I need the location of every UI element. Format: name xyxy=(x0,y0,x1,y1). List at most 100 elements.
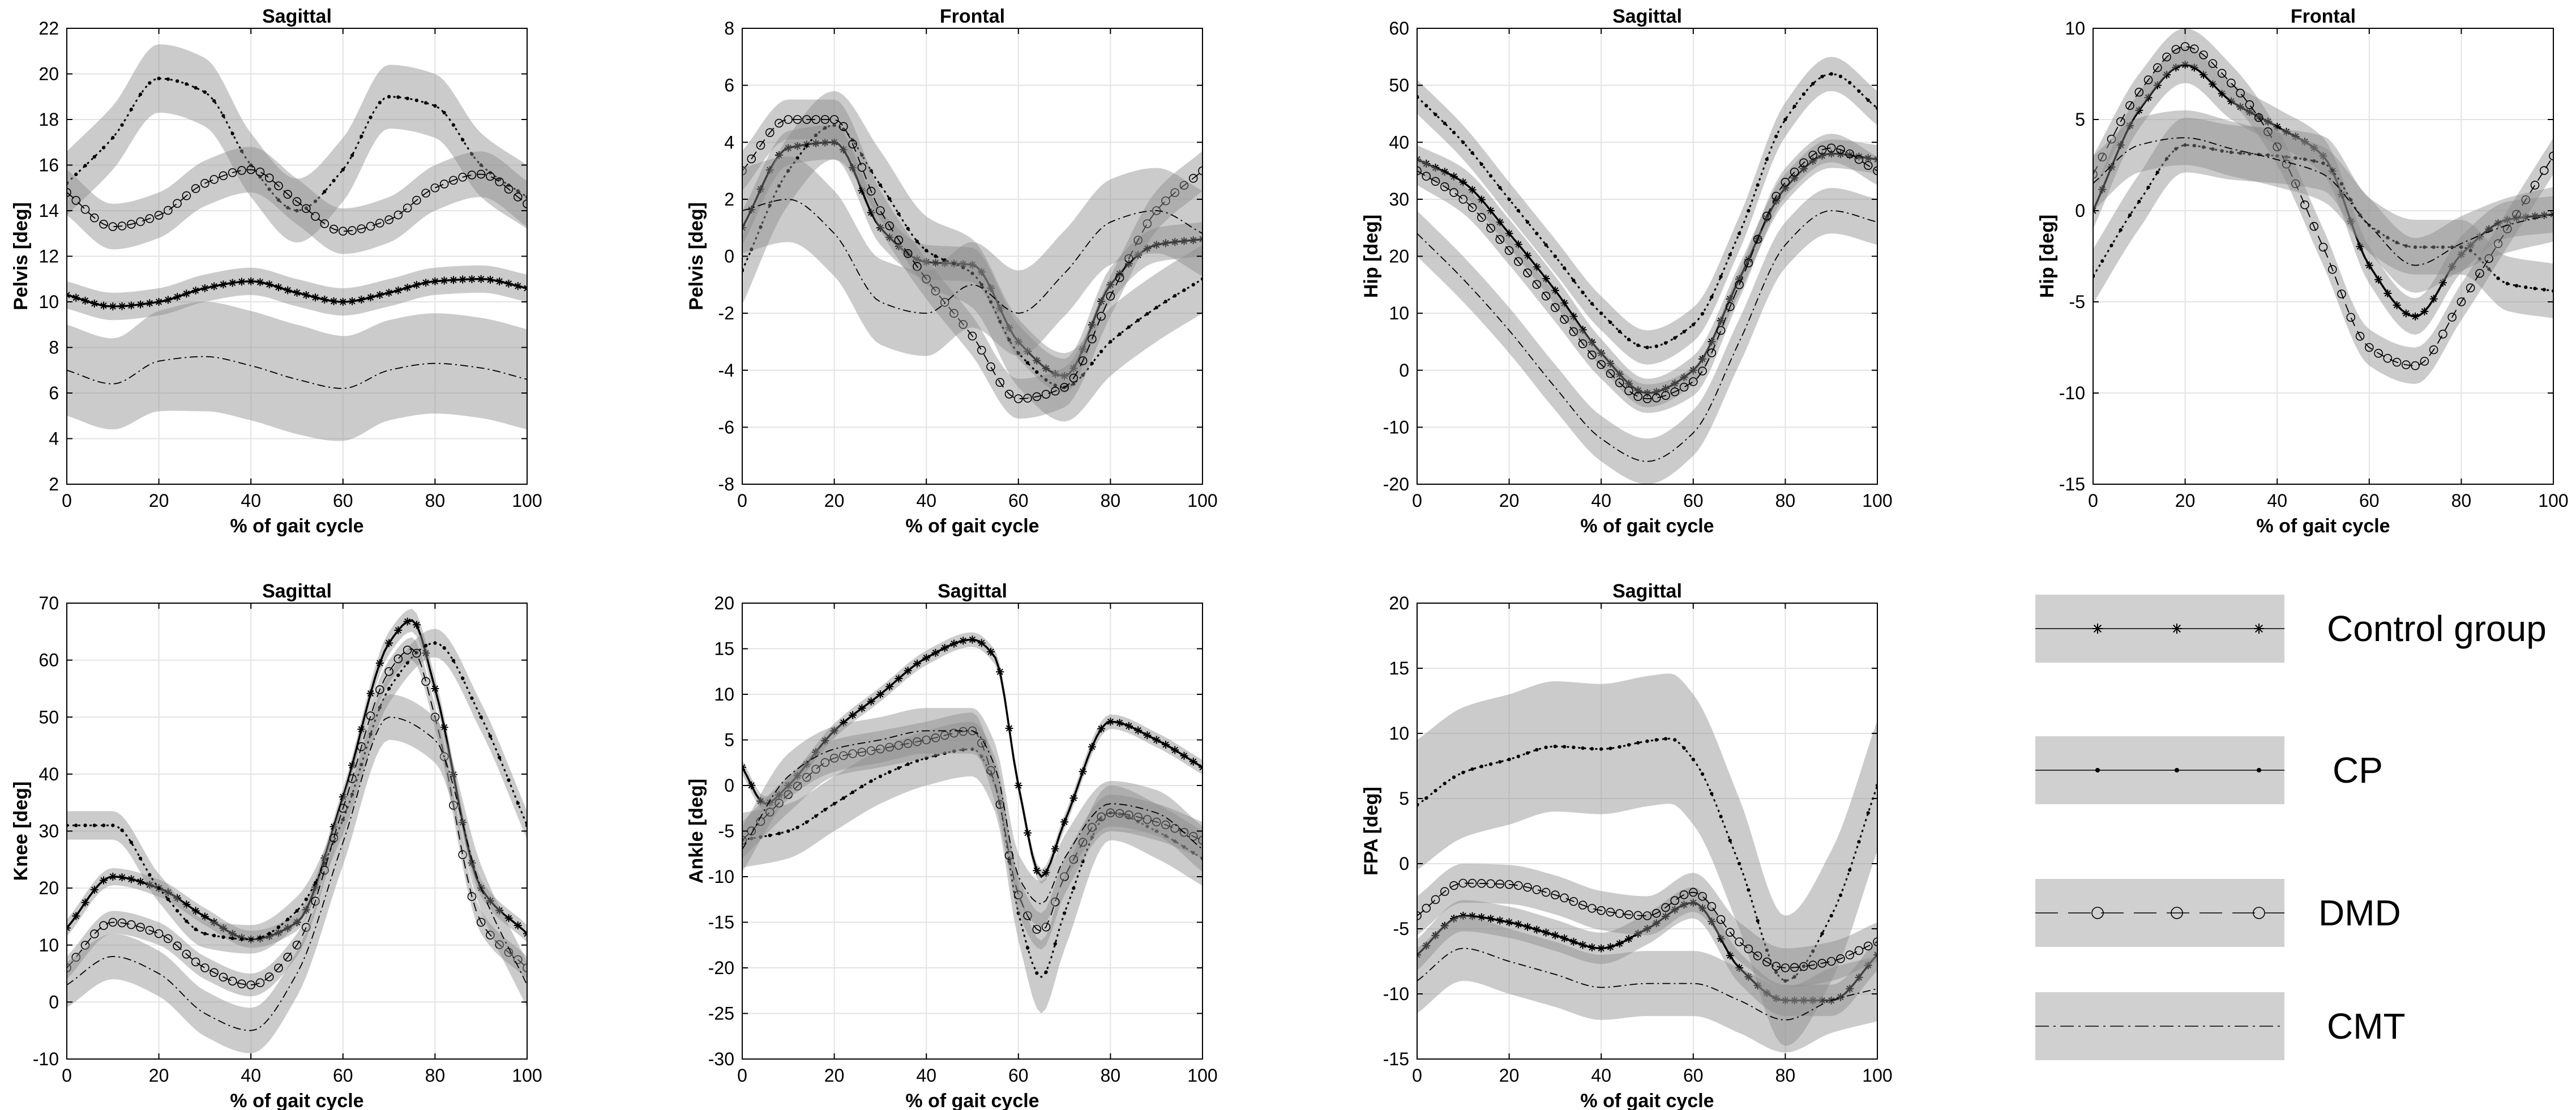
data-point xyxy=(1744,944,1753,954)
data-point xyxy=(1124,254,1133,263)
data-point xyxy=(1449,188,1458,197)
data-point xyxy=(1735,280,1744,289)
data-point xyxy=(885,682,894,691)
data-point xyxy=(1551,303,1560,312)
data-point xyxy=(1645,739,1649,743)
data-point xyxy=(439,180,449,189)
data-point xyxy=(949,309,958,318)
data-point xyxy=(1597,349,1606,357)
data-point xyxy=(92,823,96,827)
data-point xyxy=(264,972,274,981)
x-tick-label: 40 xyxy=(241,490,261,511)
x-tick-label: 40 xyxy=(1591,1065,1611,1086)
data-point xyxy=(470,152,474,156)
data-point xyxy=(451,659,456,663)
data-point xyxy=(182,289,191,298)
data-point xyxy=(127,301,135,310)
data-point xyxy=(276,198,281,202)
data-point xyxy=(1417,911,1422,920)
data-point xyxy=(1627,743,1631,747)
data-point xyxy=(979,754,983,758)
data-point xyxy=(1829,72,1833,76)
data-point xyxy=(2227,78,2236,88)
data-point xyxy=(1097,297,1106,306)
data-point xyxy=(2496,276,2500,280)
band-cmt xyxy=(67,302,527,441)
data-point xyxy=(848,139,857,149)
panel-3: 0 20 40 60 80 100 -20 -10 0 10 20 30 40 50 60 Sagittal%… xyxy=(1360,6,1893,537)
data-point xyxy=(1035,370,1039,374)
data-point xyxy=(1744,255,1753,264)
data-point xyxy=(1118,812,1122,816)
data-point xyxy=(414,99,419,103)
data-point xyxy=(1670,896,1680,905)
data-point xyxy=(1848,80,1852,85)
plot-area xyxy=(742,91,1203,422)
data-point xyxy=(514,282,522,291)
data-point xyxy=(2466,283,2475,293)
data-point xyxy=(129,840,133,844)
data-point xyxy=(148,81,152,85)
data-point xyxy=(405,96,409,100)
data-point xyxy=(793,115,802,124)
data-point xyxy=(1671,906,1679,914)
data-point xyxy=(2245,100,2254,109)
data-point xyxy=(987,284,995,292)
data-point xyxy=(357,296,366,304)
data-point xyxy=(2275,154,2279,158)
y-tick-label: 2 xyxy=(49,474,59,494)
data-point xyxy=(338,804,348,813)
y-tick-label: -30 xyxy=(708,1049,734,1069)
data-point xyxy=(1487,915,1495,923)
data-point xyxy=(2135,106,2143,114)
data-point xyxy=(1689,377,1698,386)
data-point xyxy=(1431,895,1440,904)
data-point xyxy=(977,639,986,647)
data-point xyxy=(1643,389,1651,397)
y-tick-label: 10 xyxy=(714,684,734,705)
data-point xyxy=(145,925,155,935)
data-point xyxy=(127,220,136,229)
y-axis-label: FPA [deg] xyxy=(1360,787,1382,876)
data-point xyxy=(1124,259,1133,268)
data-point xyxy=(1133,812,1142,822)
data-point xyxy=(1544,243,1548,247)
data-point xyxy=(341,818,345,822)
band-cp xyxy=(742,722,1203,1014)
data-point xyxy=(111,823,115,827)
data-point xyxy=(922,735,931,745)
data-point xyxy=(1145,825,1149,829)
data-point xyxy=(1504,246,1514,255)
data-point xyxy=(869,779,873,783)
data-point xyxy=(109,873,117,881)
data-point xyxy=(2109,244,2113,247)
data-point xyxy=(200,178,209,188)
data-point xyxy=(2300,200,2309,210)
y-tick-label: 10 xyxy=(38,292,59,312)
data-point xyxy=(396,673,400,677)
data-point xyxy=(1873,937,1877,946)
y-tick-label: -15 xyxy=(708,912,734,933)
data-point xyxy=(459,275,467,284)
data-point xyxy=(1440,168,1449,176)
data-point xyxy=(2218,89,2226,98)
data-point xyxy=(1523,268,1532,278)
series-line-cmt xyxy=(742,198,1203,314)
series-line-dmd xyxy=(67,648,527,986)
data-point xyxy=(2420,357,2429,366)
data-point xyxy=(1836,145,1845,155)
data-point xyxy=(495,906,504,915)
data-point xyxy=(1182,288,1186,292)
data-point xyxy=(1525,220,1530,224)
data-point xyxy=(1642,394,1652,403)
data-point xyxy=(157,76,161,80)
data-point xyxy=(191,957,200,967)
data-point xyxy=(212,99,216,103)
data-point xyxy=(1809,157,1817,165)
data-point xyxy=(440,276,448,285)
legend-marker xyxy=(2253,907,2265,919)
data-point xyxy=(968,726,977,736)
data-point xyxy=(2365,261,2373,270)
data-point xyxy=(1479,162,1483,166)
data-point xyxy=(274,963,283,973)
